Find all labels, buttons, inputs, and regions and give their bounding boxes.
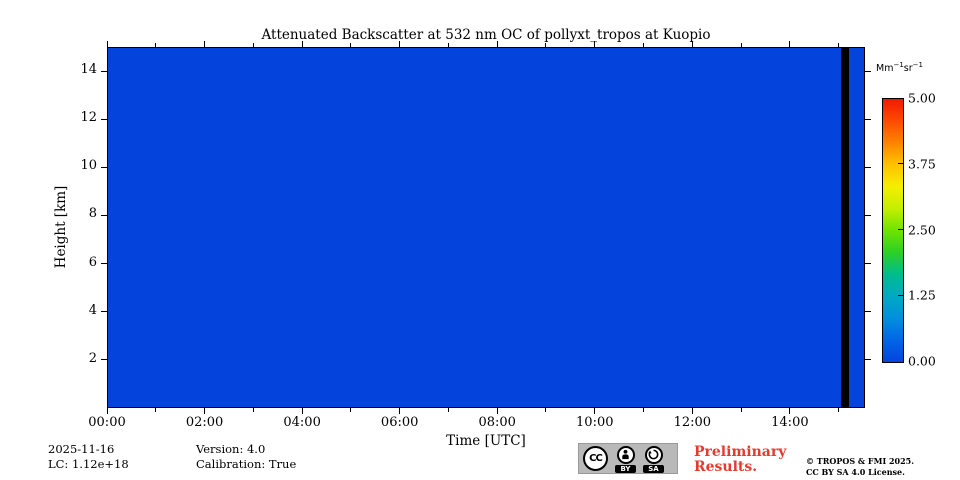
axis-tick — [865, 311, 871, 313]
y-tick-label: 12 — [80, 110, 97, 126]
axis-tick — [865, 166, 871, 168]
axis-tick — [101, 214, 107, 216]
axis-tick — [204, 41, 206, 47]
colorbar-tick-label: 2.50 — [908, 222, 936, 237]
x-tick-label: 08:00 — [478, 415, 516, 430]
unit-base-1: Mm — [876, 63, 894, 75]
axis-tick — [101, 118, 107, 120]
cc-by-column: BY — [615, 445, 636, 473]
cc-logo-icon: CC — [583, 446, 608, 471]
x-tick-label: 06:00 — [380, 415, 419, 430]
axis-tick — [447, 408, 449, 412]
colorbar-tick — [898, 163, 903, 165]
axis-tick — [350, 408, 352, 412]
axis-tick — [594, 408, 596, 414]
copyright-line-2: CC BY SA 4.0 License. — [806, 466, 905, 477]
preliminary-results-note: Preliminary Results. — [694, 445, 786, 475]
axis-tick — [252, 408, 254, 412]
x-tick-label: 12:00 — [673, 415, 712, 430]
axis-tick — [106, 408, 108, 414]
axis-tick — [838, 408, 840, 412]
axis-tick — [594, 41, 596, 47]
axis-tick — [106, 41, 108, 47]
axis-tick — [350, 43, 352, 47]
x-axis-label: Time [UTC] — [446, 433, 526, 449]
cc-sa-label: SA — [643, 464, 664, 473]
axis-tick — [691, 41, 693, 47]
axis-tick — [789, 408, 791, 414]
y-tick-label: 14 — [80, 62, 97, 78]
y-tick-label: 8 — [88, 206, 97, 222]
axis-tick — [301, 41, 303, 47]
axis-tick — [865, 70, 871, 72]
y-tick-label: 6 — [88, 254, 97, 270]
calibration-annotation: Calibration: True — [196, 457, 297, 471]
colorbar-tick-label: 0.00 — [908, 353, 936, 369]
axis-tick — [643, 43, 645, 47]
x-tick-label: 10:00 — [576, 415, 614, 430]
colorbar-tick-label: 5.00 — [908, 90, 936, 106]
lidar-constant-annotation: LC: 1.12e+18 — [48, 457, 129, 471]
axis-tick — [691, 408, 693, 414]
axis-tick — [101, 311, 107, 313]
cc-by-person-icon — [616, 445, 635, 464]
cc-sa-arrow-icon — [644, 445, 663, 464]
axis-tick — [865, 263, 871, 265]
axis-tick — [155, 408, 157, 412]
version-annotation: Version: 4.0 — [196, 442, 266, 456]
axis-tick — [865, 359, 871, 361]
unit-base-2: sr — [903, 63, 913, 75]
axis-tick — [496, 408, 498, 414]
axis-tick — [101, 70, 107, 72]
axis-tick — [643, 408, 645, 412]
axis-tick — [789, 41, 791, 47]
axis-tick — [155, 43, 157, 47]
colorbar-tick-label: 3.75 — [908, 156, 936, 172]
x-tick-label: 04:00 — [283, 415, 321, 430]
colorbar-unit-label: Mm−1sr−1 — [876, 61, 923, 74]
axis-tick — [545, 408, 547, 412]
axis-tick — [740, 43, 742, 47]
copyright-note: © TROPOS & FMI 2025. CC BY SA 4.0 Licens… — [806, 456, 914, 477]
axis-tick — [545, 43, 547, 47]
axis-tick — [399, 408, 401, 414]
axis-tick — [204, 408, 206, 414]
preliminary-line-2: Results. — [694, 459, 758, 475]
axis-tick — [865, 118, 871, 120]
no-data-stripe — [841, 48, 849, 407]
axis-tick — [496, 41, 498, 47]
axis-tick — [101, 359, 107, 361]
colorbar-tick-label: 1.25 — [908, 287, 936, 303]
axis-tick — [838, 43, 840, 47]
x-tick-label: 00:00 — [88, 415, 126, 430]
axis-tick — [447, 43, 449, 47]
heatmap-plot-area — [107, 47, 865, 408]
unit-sup-2: −1 — [912, 61, 923, 69]
preliminary-line-1: Preliminary — [694, 444, 787, 460]
axis-tick — [740, 408, 742, 412]
chart-title: Attenuated Backscatter at 532 nm OC of p… — [261, 27, 711, 43]
colorbar-tick — [898, 229, 903, 230]
axis-tick — [101, 263, 107, 265]
axis-tick — [865, 214, 871, 216]
cc-by-label: BY — [615, 464, 636, 473]
y-tick-label: 2 — [88, 350, 97, 366]
axis-tick — [252, 43, 254, 47]
cc-sa-column: SA — [643, 445, 664, 473]
unit-sup-1: −1 — [893, 61, 904, 69]
cc-by-sa-license-badge: CC BY SA — [578, 443, 678, 474]
copyright-line-1: © TROPOS & FMI 2025. — [806, 456, 915, 466]
axis-tick — [101, 166, 107, 168]
axis-tick — [301, 408, 303, 414]
axis-tick — [399, 41, 401, 47]
y-tick-label: 10 — [80, 158, 97, 174]
date-annotation: 2025-11-16 — [48, 442, 115, 456]
x-tick-label: 14:00 — [771, 415, 809, 430]
colorbar — [882, 98, 904, 363]
x-tick-label: 02:00 — [185, 415, 224, 430]
colorbar-tick — [898, 294, 903, 296]
y-tick-label: 4 — [88, 302, 97, 318]
